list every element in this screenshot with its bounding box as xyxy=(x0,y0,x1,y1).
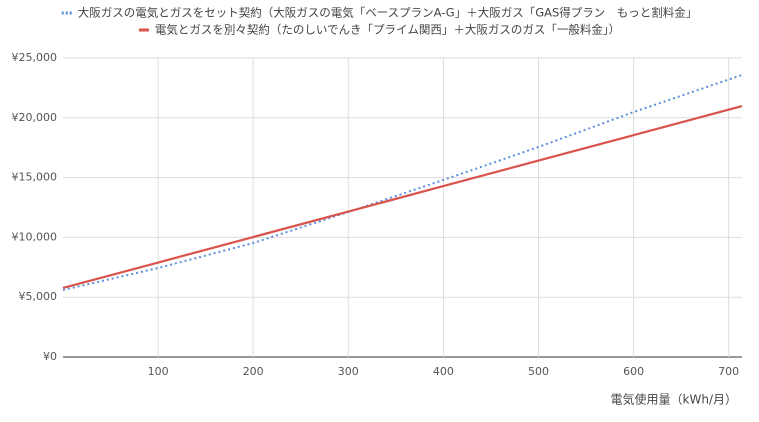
x-tick-label: 300 xyxy=(338,365,359,378)
legend-label: 大阪ガスの電気とガスをセット契約（大阪ガスの電気「ベースプランA-G」＋大阪ガス… xyxy=(78,6,698,20)
series-line xyxy=(62,74,743,291)
y-tick-label: ¥5,000 xyxy=(19,290,58,303)
y-tick-label: ¥15,000 xyxy=(12,171,58,184)
y-tick-label: ¥25,000 xyxy=(12,51,58,64)
x-tick-label: 600 xyxy=(623,365,644,378)
legend-label: 電気とガスを別々契約（たのしいでんき「プライム関西」＋大阪ガスのガス「一般料金」… xyxy=(155,23,620,37)
legend: 大阪ガスの電気とガスをセット契約（大阪ガスの電気「ベースプランA-G」＋大阪ガス… xyxy=(61,6,698,37)
y-tick-label: ¥10,000 xyxy=(12,230,58,243)
x-tick-label: 200 xyxy=(243,365,264,378)
x-tick-label: 100 xyxy=(148,365,169,378)
x-axis-label: 電気使用量（kWh/月） xyxy=(611,392,737,407)
x-tick-label: 700 xyxy=(718,365,739,378)
y-tick-label: ¥0 xyxy=(43,350,57,363)
x-tick-label: 500 xyxy=(528,365,549,378)
y-tick-label: ¥20,000 xyxy=(12,111,58,124)
series-line xyxy=(62,105,743,290)
x-tick-label: 400 xyxy=(433,365,454,378)
